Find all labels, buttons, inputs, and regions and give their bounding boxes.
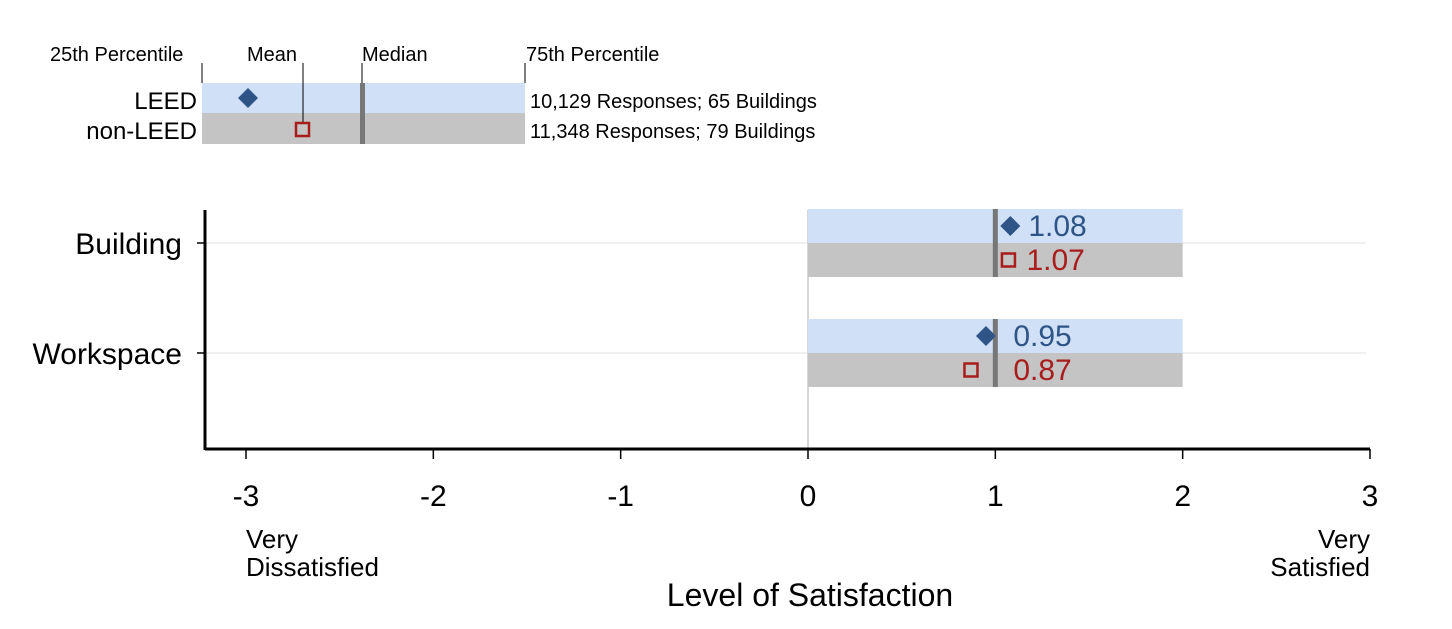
legend-mean-label: Mean: [247, 44, 297, 66]
mean-marker-building-leed: [1000, 216, 1021, 236]
mean-marker-building-non-leed: [1000, 252, 1017, 268]
mean-label-workspace-leed: 0.95: [1013, 320, 1071, 353]
x-tick-label-4: 1: [987, 480, 1004, 513]
x-axis-title: Level of Satisfaction: [667, 577, 953, 613]
plot-area: 1.081.07 0.950.87 Building Workspace -3 -2 -1 0…: [32, 209, 1378, 613]
category-label-building: Building: [75, 228, 182, 261]
scale-anchor-low-line-1: Dissatisfied: [246, 552, 379, 582]
legend-p75-label: 75th Percentile: [526, 44, 659, 66]
x-tick-label-1: -2: [420, 480, 447, 513]
x-tick-label-5: 2: [1174, 480, 1191, 513]
x-tick-label-2: -1: [607, 480, 634, 513]
legend-median-line: [360, 83, 365, 144]
category-label-workspace: Workspace: [32, 338, 182, 371]
mean-marker-workspace-non-leed: [963, 362, 979, 378]
legend-row-non-leed-note: 11,348 Responses; 79 Buildings: [530, 121, 815, 143]
mean-label-workspace-non-leed: 0.87: [1013, 354, 1071, 387]
legend: 25th Percentile Mean Median 75th Percent…: [50, 44, 817, 145]
median-line-building: [992, 209, 998, 277]
legend-row-leed-note: 10,129 Responses; 65 Buildings: [530, 91, 817, 113]
scale-anchor-low-line-0: Very: [246, 524, 298, 554]
legend-row-non-leed-label: non-LEED: [86, 118, 197, 145]
legend-row-leed-label: LEED: [134, 88, 197, 115]
scale-anchor-high-line-1: Satisfied: [1270, 552, 1370, 582]
legend-median-label: Median: [362, 44, 428, 66]
x-tick-label-3: 0: [800, 480, 817, 513]
legend-p25-label: 25th Percentile: [50, 44, 183, 66]
mean-label-building-leed: 1.08: [1028, 210, 1086, 243]
scale-anchor-high-line-0: Very: [1318, 524, 1370, 554]
mean-label-building-non-leed: 1.07: [1026, 244, 1084, 277]
mean-marker-workspace-leed: [975, 326, 996, 346]
x-tick-label-0: -3: [233, 480, 260, 513]
median-line-workspace: [992, 319, 998, 387]
legend-leed-diamond-marker: [238, 88, 258, 108]
x-tick-label-6: 3: [1362, 480, 1379, 513]
legend-non-leed-square-marker: [294, 121, 311, 138]
